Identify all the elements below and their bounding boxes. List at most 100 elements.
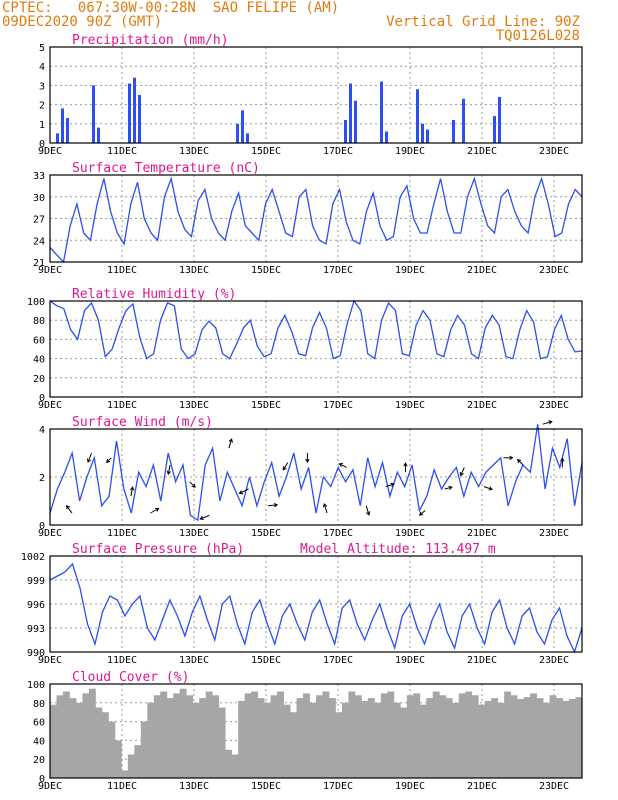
wind-arrow: [483, 486, 493, 490]
wind-arrowhead: [273, 502, 279, 508]
precip-bar: [416, 89, 419, 143]
cloud-bar: [445, 698, 453, 778]
x-tick-label: 13DEC: [179, 146, 209, 157]
chart-frame: [49, 428, 583, 526]
cloud-bar: [530, 693, 537, 778]
wind-arrowhead: [228, 438, 233, 443]
precip-bar: [128, 83, 131, 143]
precip-bar: [138, 95, 141, 143]
cloud-bar: [153, 695, 161, 778]
cloud-bar: [140, 721, 148, 778]
cloud-bar: [393, 702, 401, 778]
cloud-bar: [478, 704, 486, 778]
x-tick-label: 23DEC: [539, 655, 569, 666]
chart-frame: [49, 174, 583, 263]
precip-bar: [349, 83, 352, 143]
cloud-bar: [205, 691, 213, 778]
y-tick-label: 1: [39, 120, 45, 131]
wind-arrowhead: [338, 463, 343, 468]
x-tick-label: 19DEC: [395, 528, 425, 539]
x-tick-label: 15DEC: [251, 528, 281, 539]
cloud-bar: [517, 699, 525, 778]
wind-arrowhead: [459, 471, 464, 477]
precip-bar: [138, 125, 141, 143]
x-tick-label: 15DEC: [251, 146, 281, 157]
x-tick-label: 9DEC: [38, 528, 62, 539]
wind-arrow: [268, 504, 278, 507]
x-tick-label: 15DEC: [251, 400, 281, 411]
cloud-bar: [56, 695, 64, 778]
x-tick-label: 11DEC: [107, 265, 137, 276]
cloud-bar: [296, 698, 304, 778]
x-tick-label: 23DEC: [539, 528, 569, 539]
chart-title: Surface Wind (m/s): [72, 415, 213, 430]
cloud-bar: [134, 745, 142, 778]
x-tick-label: 21DEC: [467, 528, 497, 539]
x-tick-label: 15DEC: [251, 655, 281, 666]
cloud-bar: [303, 693, 310, 778]
cloud-bar: [367, 698, 375, 778]
y-tick-label: 993: [27, 624, 45, 635]
wind-arrowhead: [517, 458, 522, 464]
wind-arrow: [239, 488, 249, 494]
cloud-bar: [406, 695, 414, 778]
precip-bar: [241, 110, 244, 143]
y-tick-label: 4: [39, 425, 45, 436]
wind-arrow: [419, 510, 426, 516]
y-tick-label: 40: [33, 355, 45, 366]
cloud-bar: [374, 702, 382, 778]
precip-bar: [493, 116, 496, 143]
wind-arrowhead: [199, 515, 204, 521]
wind-arrow: [517, 459, 524, 466]
cloud-bar: [419, 704, 427, 778]
cloud-bar: [179, 688, 187, 778]
wind-arrowhead: [322, 503, 328, 508]
wind-arrow: [365, 505, 370, 515]
y-tick-label: 1002: [21, 552, 45, 563]
y-tick-label: 2: [39, 473, 45, 484]
precip-bar: [97, 127, 100, 143]
x-tick-label: 13DEC: [179, 528, 209, 539]
wind-arrow: [87, 452, 93, 463]
cloud-bar: [575, 697, 583, 778]
cloud-bar: [387, 691, 395, 778]
y-tick-label: 33: [33, 171, 45, 182]
cloud-bar: [225, 749, 233, 778]
wind-arrow: [282, 462, 289, 471]
series-line: [49, 299, 583, 360]
chart-title: Cloud Cover (%): [72, 670, 189, 685]
chart-title: Relative Humidity (%): [72, 287, 236, 302]
cloud-bar: [270, 695, 278, 778]
x-tick-label: 21DEC: [467, 400, 497, 411]
wind-arrowhead: [238, 490, 244, 495]
x-tick-label: 17DEC: [323, 781, 353, 792]
cloud-bar: [562, 700, 570, 778]
y-tick-label: 100: [27, 297, 45, 308]
wind-arrowhead: [106, 458, 111, 463]
chart-frame: [49, 683, 583, 779]
cloud-bar: [251, 691, 259, 778]
y-tick-label: 30: [33, 193, 45, 204]
cloud-bar: [354, 695, 362, 778]
cloud-bar: [101, 712, 109, 778]
y-tick-label: 60: [33, 335, 45, 346]
x-tick-label: 17DEC: [323, 265, 353, 276]
wind-arrow: [189, 481, 196, 488]
cloud-bar: [173, 693, 181, 778]
y-tick-label: 0: [39, 139, 45, 150]
x-tick-label: 21DEC: [467, 655, 497, 666]
cloud-bar: [380, 693, 388, 778]
cloud-bar: [108, 721, 116, 778]
x-tick-label: 21DEC: [467, 146, 497, 157]
wind-arrow: [460, 467, 465, 476]
cloud-bar: [264, 702, 271, 778]
x-tick-label: 19DEC: [395, 146, 425, 157]
cloud-bar: [244, 693, 252, 778]
header-grid-note: Vertical Grid Line: 90Z: [386, 14, 580, 30]
cloud-bar: [50, 704, 57, 778]
cloud-bar: [309, 702, 317, 778]
x-tick-label: 17DEC: [323, 528, 353, 539]
wind-arrowhead: [305, 458, 310, 463]
y-tick-label: 20: [33, 374, 45, 385]
precip-bar: [344, 119, 347, 143]
